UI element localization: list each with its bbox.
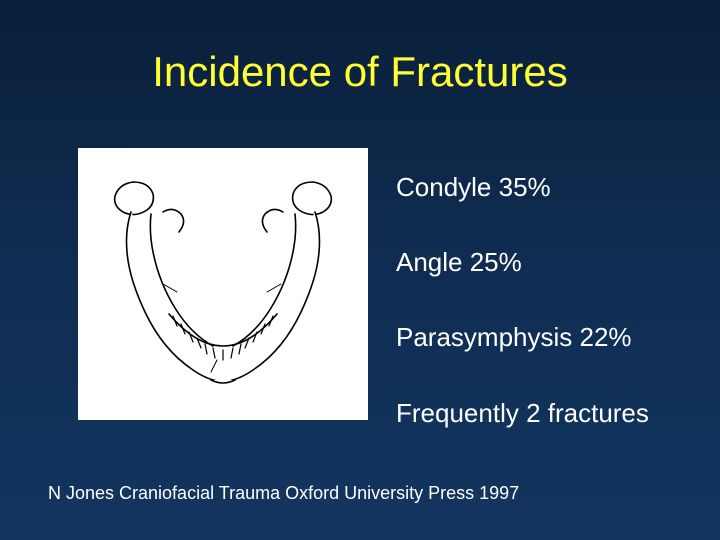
mandible-svg xyxy=(93,164,353,404)
bullet-item: Angle 25% xyxy=(396,247,706,278)
mandible-diagram xyxy=(78,148,368,420)
citation-text: N Jones Craniofacial Trauma Oxford Unive… xyxy=(48,483,519,504)
bullet-list: Condyle 35% Angle 25% Parasymphysis 22% … xyxy=(396,172,706,429)
slide-title: Incidence of Fractures xyxy=(0,48,720,96)
bullet-item: Frequently 2 fractures xyxy=(396,398,706,429)
bullet-item: Parasymphysis 22% xyxy=(396,322,706,353)
bullet-item: Condyle 35% xyxy=(396,172,706,203)
